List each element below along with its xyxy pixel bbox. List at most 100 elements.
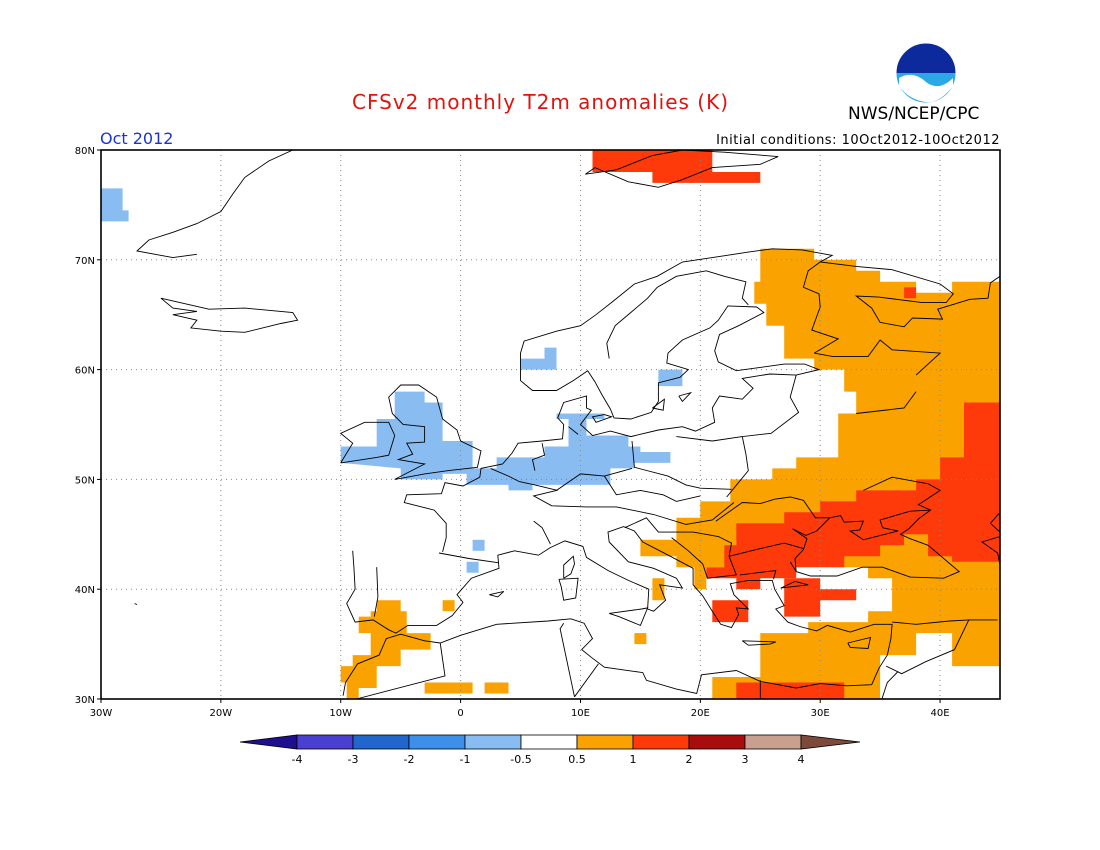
warm-anomaly-italy <box>652 578 665 601</box>
warm-anomaly-russia-ukraine-balkans <box>640 248 1000 699</box>
coastline-segment <box>585 150 779 188</box>
axis-ticks: 30W 20W 10W 0 10E 20E 30E 40E 80N 70N 60N 50N 40N 30N <box>75 146 950 719</box>
warm-anomaly-spain-dot <box>442 600 455 612</box>
coastline-segment <box>490 467 558 491</box>
colorbar-label: 3 <box>742 753 749 766</box>
colorbar-box <box>632 734 690 750</box>
colorbar-box <box>576 734 634 750</box>
coastline-segment <box>780 581 809 589</box>
coastline-segment <box>676 436 743 442</box>
coastline-segment <box>678 391 693 403</box>
colorbar-box <box>464 734 522 750</box>
coastline-segment <box>558 577 579 601</box>
cold-anomaly-sweden <box>520 347 557 370</box>
lon-tick-label: 20E <box>691 708 710 719</box>
cold-anomaly-baltic <box>556 413 605 419</box>
coastlines <box>134 150 1000 699</box>
warm-anomaly-algeria2 <box>484 682 509 694</box>
coastline-segment <box>652 398 665 411</box>
coastline-segment <box>591 414 614 423</box>
coastline-segment <box>881 671 899 699</box>
coastline-segment <box>606 270 707 359</box>
lon-tick-label: 0 <box>457 708 463 719</box>
coastline-segment <box>134 603 138 606</box>
coastline-segment <box>136 150 293 259</box>
cold-anomaly-greenland-sea <box>101 188 129 222</box>
coastline-segment <box>989 512 1000 533</box>
colorbar-box <box>520 734 578 750</box>
coastline-segment <box>531 443 546 471</box>
warm-anomaly-algeria <box>424 682 473 694</box>
colorbar-label: 4 <box>798 753 805 766</box>
coastline-segment <box>339 421 396 464</box>
coastline-segment <box>892 619 998 625</box>
colorbar: -4 -3 -2 -1 -0.5 0.5 1 2 3 4 <box>239 734 861 766</box>
colorbar-box <box>296 734 354 750</box>
warm-anomaly-italy-dot <box>634 633 647 645</box>
lat-tick-label: 60N <box>75 366 95 377</box>
coastline-segment <box>814 339 942 376</box>
cold-anomaly-finland-gulf <box>658 369 683 387</box>
hot-anomaly-turkey <box>784 578 857 617</box>
lat-tick-label: 30N <box>75 695 95 706</box>
lat-tick-label: 70N <box>75 256 95 267</box>
coastline-segment <box>742 640 776 646</box>
coastline-segment <box>624 517 737 579</box>
colorbar-right-arrow <box>800 734 861 750</box>
coastline-segment <box>388 384 482 480</box>
coastline-segment <box>532 473 735 525</box>
colorbar-box <box>744 734 802 750</box>
coastline-segment <box>373 567 379 617</box>
coastline-segment <box>609 607 649 626</box>
coastline-segment <box>631 440 732 490</box>
hot-anomaly-greece <box>712 600 749 623</box>
plot-frame <box>100 149 1001 700</box>
colorbar-label: -1 <box>460 753 471 766</box>
coastline-segment <box>789 561 797 572</box>
colorbar-label: -3 <box>348 753 359 766</box>
lon-tick-label: 40E <box>931 708 950 719</box>
coastline-segment <box>533 520 551 545</box>
hot-anomaly-russia-south <box>706 402 1000 590</box>
coastline-segment <box>568 426 579 435</box>
coastline-segment <box>574 663 599 698</box>
coastline-segment <box>728 542 804 557</box>
noaa-logo-icon <box>895 42 957 104</box>
lon-tick-label: 10W <box>329 708 352 719</box>
colorbar-label: -0.5 <box>510 753 531 766</box>
coastline-segment <box>774 496 830 519</box>
coastline-segment <box>885 619 970 675</box>
colorbar-label: -2 <box>404 753 415 766</box>
month-label: Oct 2012 <box>100 129 174 148</box>
hot-anomaly-svalbard <box>592 150 761 183</box>
lon-tick-label: 30E <box>811 708 830 719</box>
coastline-segment <box>863 476 941 511</box>
colorbar-left-arrow <box>239 734 298 750</box>
coastline-segment <box>856 391 917 414</box>
lat-tick-label: 50N <box>75 475 95 486</box>
lat-tick-label: 40N <box>75 585 95 596</box>
lon-tick-label: 10E <box>571 708 590 719</box>
coastline-segment <box>847 636 872 649</box>
coastline-segment <box>792 509 961 579</box>
coastline-segment <box>715 498 775 522</box>
colorbar-label: 1 <box>630 753 637 766</box>
coastline-segment <box>438 552 500 564</box>
coastline-segment <box>706 270 749 306</box>
coastline-segment <box>739 569 777 580</box>
coastline-segment <box>604 467 633 477</box>
warm-anomaly-morocco <box>340 600 431 699</box>
coastline-segment <box>980 536 1000 566</box>
cold-anomaly-iberia-dot2 <box>466 561 479 573</box>
coastline-segment <box>160 297 299 333</box>
coastline-segment <box>342 526 893 696</box>
lon-tick-label: 20W <box>210 708 233 719</box>
colorbar-box <box>688 734 746 750</box>
coastline-segment <box>356 642 446 699</box>
colorbar-box <box>408 734 466 750</box>
lat-tick-label: 80N <box>75 146 95 157</box>
hot-anomaly-kola <box>904 287 917 299</box>
coastline-segment <box>403 248 1000 553</box>
cold-anomaly-iberia-dot <box>472 539 485 551</box>
